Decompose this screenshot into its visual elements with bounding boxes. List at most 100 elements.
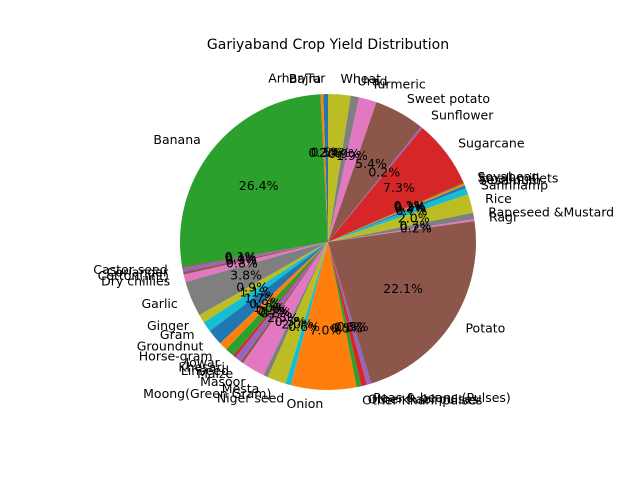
slice-pct-sannhamp: 0.7%	[396, 203, 428, 218]
slice-pct-ragi: 0.2%	[400, 220, 432, 235]
pie-slice-groundnut	[209, 242, 328, 344]
slice-label-other-kharif-pulses: Other Kharif pulses	[362, 393, 482, 408]
slice-label-other-rabi-pulses: Other Rabi pulses	[368, 391, 479, 406]
slice-label-gram: Gram	[160, 327, 195, 342]
slice-label-urad: Urad	[358, 73, 388, 88]
slice-pct-rice: 2.0%	[398, 210, 430, 225]
pie-slice-sannhamp	[328, 188, 469, 242]
pie-slice-sesamum	[328, 185, 466, 242]
slice-pct-linseed: 0.7%	[258, 304, 290, 319]
slice-label-sugarcane: Sugarcane	[458, 136, 525, 151]
slice-label-wheat: Wheat	[341, 71, 382, 86]
slice-pct-onion: 7.0%	[310, 322, 342, 337]
slice-label-masoor: Masoor	[200, 374, 246, 389]
pie-slice-bajra	[320, 94, 328, 242]
slice-label-sunflower: Sunflower	[431, 107, 494, 122]
slice-pct-rapeseed-mustard: 0.7%	[400, 218, 432, 233]
slice-label-moong-green-gram: Moong(Green Gram)	[143, 386, 271, 401]
pie-slice-other-kharif-pulses	[328, 242, 362, 388]
slice-label-onion: Onion	[286, 396, 323, 411]
slice-label-garlic: Garlic	[141, 296, 177, 311]
slice-pct-castor-seed: 0.1%	[225, 249, 257, 264]
pie-slice-urad	[328, 95, 360, 242]
slice-pct-bajra: 0.3%	[308, 145, 340, 160]
pie-slice-arhar-tur	[323, 94, 328, 242]
pie-slices	[180, 94, 476, 391]
slice-pct-moong-green-gram: 2.0%	[281, 317, 313, 332]
slice-label-mesta: Mesta	[222, 381, 260, 396]
slice-label-arhar-tur: Arhar/Tur	[268, 71, 326, 86]
slice-pct-arhar-tur: 0.5%	[311, 145, 343, 160]
pie-slice-other-rabi-pulses	[328, 242, 367, 387]
slice-label-castor-seed: Castor seed	[93, 262, 167, 277]
pie-slice-garlic	[185, 242, 328, 316]
pie-slice-masoor	[243, 242, 328, 376]
slice-label-rice: Rice	[485, 191, 512, 206]
slice-pct-khesari: 0.3%	[256, 302, 288, 317]
slice-label-soyabean: Soyabean	[477, 169, 539, 184]
pie-slice-ragi	[328, 219, 475, 242]
pie-slice-castor-seed	[182, 242, 328, 269]
slice-label-ginger: Ginger	[147, 318, 190, 333]
slice-pct-masoor: 2.5%	[267, 310, 299, 325]
pie-slice-cotton-lint	[183, 242, 328, 275]
pie-slice-sugarcane	[328, 128, 464, 242]
slice-pct-dry-chillies: 0.8%	[226, 255, 258, 270]
slice-label-potato: Potato	[465, 321, 505, 336]
pie-slice-ginger	[199, 242, 328, 323]
slice-pct-turmeric: 1.9%	[336, 148, 368, 163]
pie-slice-sweet-potato	[328, 102, 421, 242]
pie-slice-mesta	[263, 242, 328, 378]
slice-pct-sugarcane: 7.3%	[383, 180, 415, 195]
slice-pct-garlic: 3.8%	[230, 268, 262, 283]
pie-slice-sunflower	[328, 126, 423, 242]
slice-pct-sweet-potato: 5.4%	[355, 156, 387, 171]
slice-label-coriander: Coriander	[107, 264, 169, 279]
chart-title: Gariyaband Crop Yield Distribution	[207, 37, 449, 53]
slice-pct-cotton-lint: 0.3%	[225, 252, 257, 267]
slice-label-khesari: Khesari	[178, 360, 225, 375]
slice-pct-other-kharif-pulses: 0.5%	[331, 320, 363, 335]
slice-pct-soyabean: 0.1%	[394, 198, 426, 213]
slice-label-small-millets: Small millets	[478, 170, 558, 185]
pie-slice-potato	[328, 220, 476, 384]
slice-pct-banana: 26.4%	[239, 178, 279, 193]
slice-label-peas-beans-pulses: Peas & beans (Pulses)	[373, 390, 511, 405]
pie-slice-turmeric	[328, 97, 377, 242]
pie-slice-jowar	[226, 242, 328, 356]
slice-pct-maize: 0.3%	[260, 306, 292, 321]
slice-pct-sunflower: 0.2%	[368, 165, 400, 180]
slice-pct-potato: 22.1%	[383, 281, 423, 296]
slice-pct-gram: 1.1%	[239, 284, 271, 299]
slice-pct-wheat: 2.4%	[319, 145, 351, 160]
slice-label-sesamum: Sesamum	[479, 173, 541, 188]
pie-slice-gram	[203, 242, 328, 332]
slice-label-cotton-lint: Cotton(lint)	[98, 268, 169, 283]
pie-slice-soyabean	[328, 182, 465, 242]
slice-pct-sesamum: 0.3%	[394, 200, 426, 215]
pie-slice-onion	[290, 242, 357, 391]
slice-pct-peas-beans-pulses: 0.5%	[337, 319, 369, 334]
slice-label-sannhamp: Sannhamp	[481, 178, 548, 193]
slice-pct-small-millets: 0.2%	[394, 199, 426, 214]
pie-slice-linseed	[235, 242, 328, 362]
slice-pct-coriander: 0.4%	[225, 250, 257, 265]
pie-slice-horse-gram	[220, 242, 328, 350]
slice-pct-ginger: 0.9%	[236, 280, 268, 295]
slice-label-sweet-potato: Sweet potato	[407, 91, 490, 106]
pie-slice-wheat	[328, 94, 351, 242]
slice-label-rapeseed-mustard: Rapeseed &Mustard	[488, 205, 614, 220]
pie-slice-moong-green-gram	[267, 242, 328, 384]
slice-label-bajra: Bajra	[289, 71, 322, 86]
slice-label-turmeric: Turmeric	[371, 77, 426, 92]
slice-pct-other-rabi-pulses: 0.6%	[334, 320, 366, 335]
pie-slice-banana	[180, 94, 328, 268]
slice-label-ragi: Ragi	[489, 209, 516, 224]
slice-pct-groundnut: 1.7%	[244, 291, 276, 306]
slice-pct-urad: 0.9%	[328, 146, 360, 161]
pie-slice-khesari	[233, 242, 328, 358]
pie-slice-dry-chillies	[183, 242, 328, 283]
pie-slice-coriander	[182, 242, 328, 272]
slice-label-jowar: Jowar	[184, 355, 220, 370]
